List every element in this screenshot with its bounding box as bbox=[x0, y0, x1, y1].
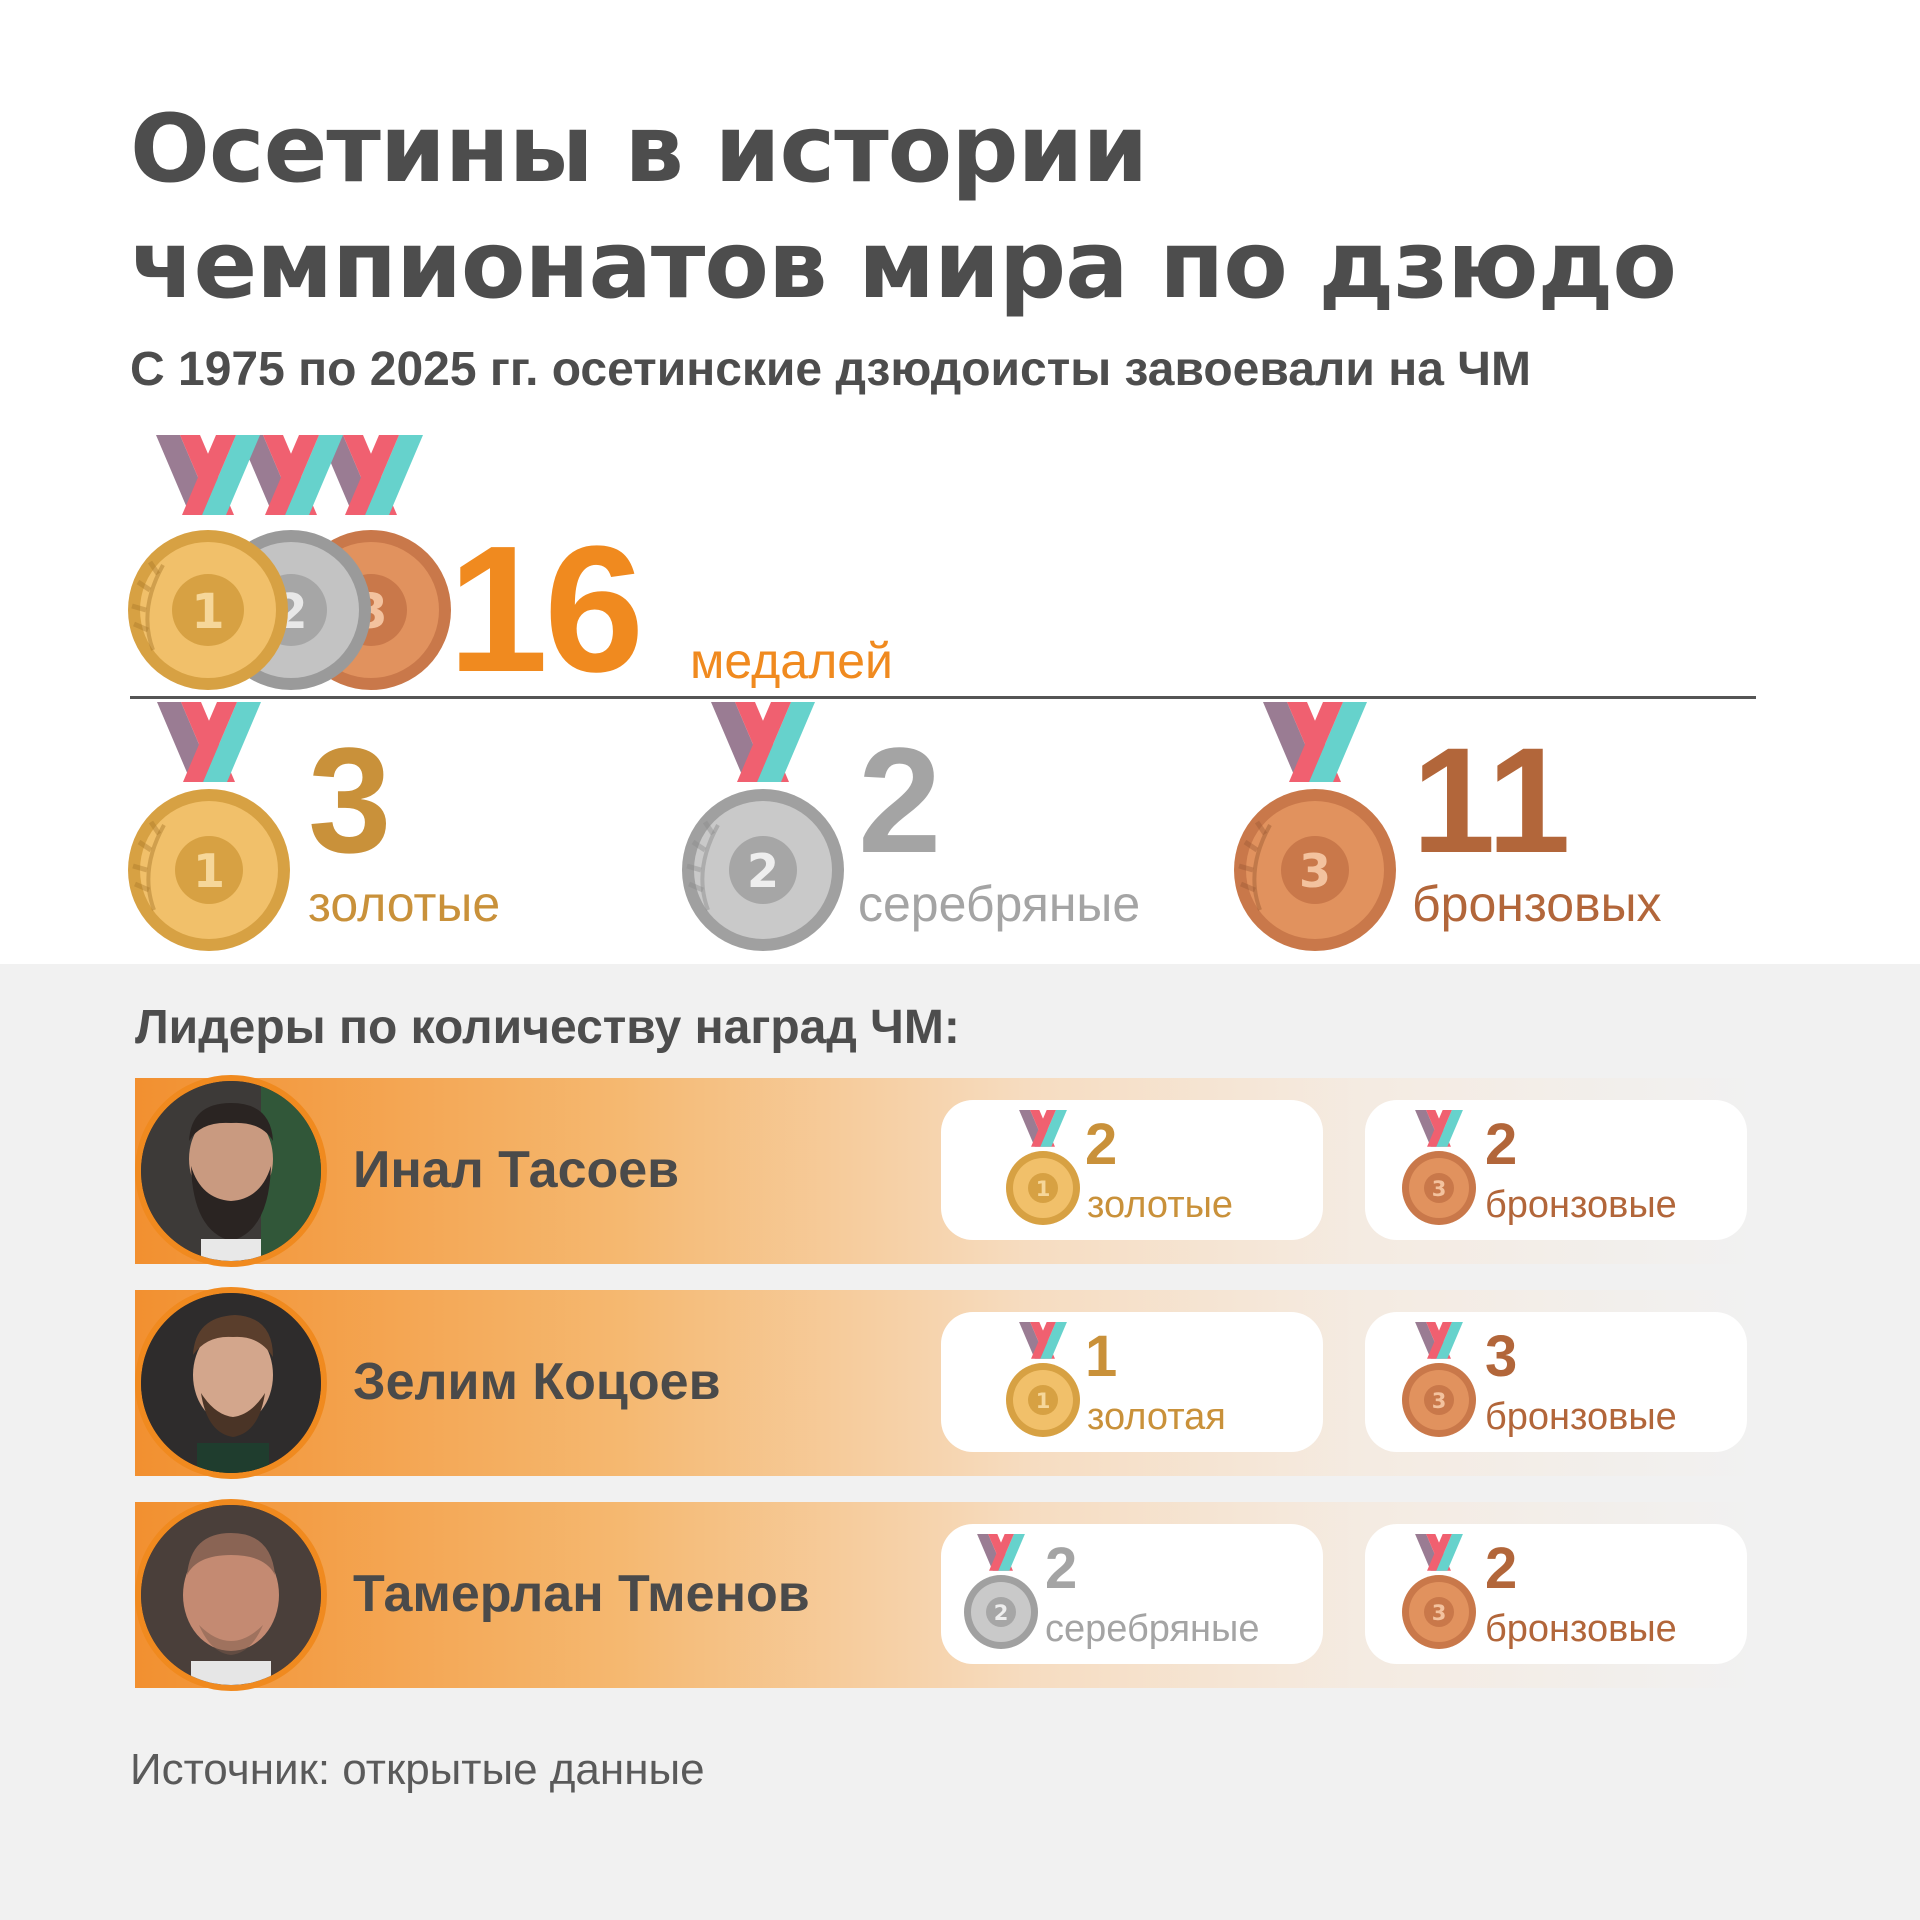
gold-medal-icon: 1 bbox=[1006, 1110, 1080, 1225]
svg-text:3: 3 bbox=[1432, 1601, 1447, 1625]
silver-medal-icon: 2 bbox=[964, 1534, 1038, 1649]
gold-medal-icon: 1 bbox=[128, 702, 290, 951]
title-line-1: Осетины в истории bbox=[130, 95, 1148, 204]
award-label: серебряные bbox=[1045, 1608, 1260, 1650]
award-card-silver: 2 2 серебряные bbox=[941, 1524, 1323, 1664]
award-card-bronze: 3 2 бронзовые bbox=[1365, 1524, 1747, 1664]
award-label: бронзовые bbox=[1485, 1608, 1677, 1650]
leader-row: Инал Тасоев 1 2 золотые 3 2 бронзовые bbox=[135, 1075, 1755, 1267]
award-count: 2 bbox=[1485, 1112, 1518, 1177]
bronze-medal-icon: 3 bbox=[1402, 1322, 1476, 1437]
silver-count: 2 bbox=[858, 716, 942, 884]
bronze-medal-icon: 3 bbox=[1234, 702, 1396, 951]
medal-stack-icon: 3 2 1 bbox=[128, 435, 451, 690]
leader-name: Тамерлан Тменов bbox=[353, 1565, 810, 1623]
award-count: 1 bbox=[1085, 1324, 1118, 1389]
award-count: 2 bbox=[1485, 1536, 1518, 1601]
avatar bbox=[135, 1075, 327, 1267]
svg-text:2: 2 bbox=[994, 1601, 1009, 1625]
award-card-gold: 1 2 золотые bbox=[941, 1100, 1323, 1240]
award-card-gold: 1 1 золотая bbox=[941, 1312, 1323, 1452]
leaders-heading: Лидеры по количеству наград ЧМ: bbox=[135, 1001, 960, 1054]
page-title: Осетины в истории чемпионатов мира по дз… bbox=[130, 92, 1830, 324]
avatar bbox=[135, 1499, 327, 1691]
award-label: бронзовые bbox=[1485, 1396, 1677, 1438]
award-label: золотые bbox=[1087, 1184, 1234, 1226]
bronze-count: 11 bbox=[1412, 716, 1571, 884]
award-count: 2 bbox=[1045, 1536, 1078, 1601]
award-label: золотая bbox=[1087, 1396, 1226, 1438]
silver-medal-icon: 2 bbox=[682, 702, 844, 951]
leader-row: Тамерлан Тменов 2 2 серебряные 3 2 бронз… bbox=[135, 1499, 1755, 1691]
award-label: бронзовые bbox=[1485, 1184, 1677, 1226]
svg-text:1: 1 bbox=[193, 844, 225, 898]
award-card-bronze: 3 2 бронзовые bbox=[1365, 1100, 1747, 1240]
svg-text:3: 3 bbox=[1299, 844, 1331, 898]
total-medals-number: 16 bbox=[448, 509, 644, 710]
gold-medal-icon: 1 bbox=[1006, 1322, 1080, 1437]
divider bbox=[130, 696, 1756, 699]
silver-label: серебряные bbox=[858, 876, 1141, 932]
gold-label: золотые bbox=[308, 876, 501, 932]
bronze-medal-icon: 3 bbox=[1402, 1534, 1476, 1649]
award-count: 2 bbox=[1085, 1112, 1118, 1177]
title-line-2: чемпионатов мира по дзюдо bbox=[130, 211, 1677, 320]
svg-text:1: 1 bbox=[1036, 1389, 1051, 1413]
gold-count: 3 bbox=[308, 716, 392, 884]
svg-text:2: 2 bbox=[747, 844, 779, 898]
svg-text:3: 3 bbox=[1432, 1389, 1447, 1413]
svg-text:1: 1 bbox=[1036, 1177, 1051, 1201]
subtitle: С 1975 по 2025 гг. осетинские дзюдоисты … bbox=[130, 343, 1531, 396]
source-note: Источник: открытые данные bbox=[130, 1745, 705, 1794]
leader-name: Зелим Коцоев bbox=[353, 1353, 721, 1411]
award-count: 3 bbox=[1485, 1324, 1518, 1389]
svg-text:3: 3 bbox=[1432, 1177, 1447, 1201]
svg-text:1: 1 bbox=[191, 584, 224, 640]
total-medals-label: медалей bbox=[690, 633, 893, 689]
bronze-label: бронзовых bbox=[1412, 876, 1662, 932]
leader-row: Зелим Коцоев 1 1 золотая 3 3 бронзовые bbox=[135, 1287, 1755, 1479]
bronze-medal-icon: 3 bbox=[1402, 1110, 1476, 1225]
avatar bbox=[135, 1287, 327, 1479]
award-card-bronze: 3 3 бронзовые bbox=[1365, 1312, 1747, 1452]
leader-name: Инал Тасоев bbox=[353, 1141, 680, 1199]
